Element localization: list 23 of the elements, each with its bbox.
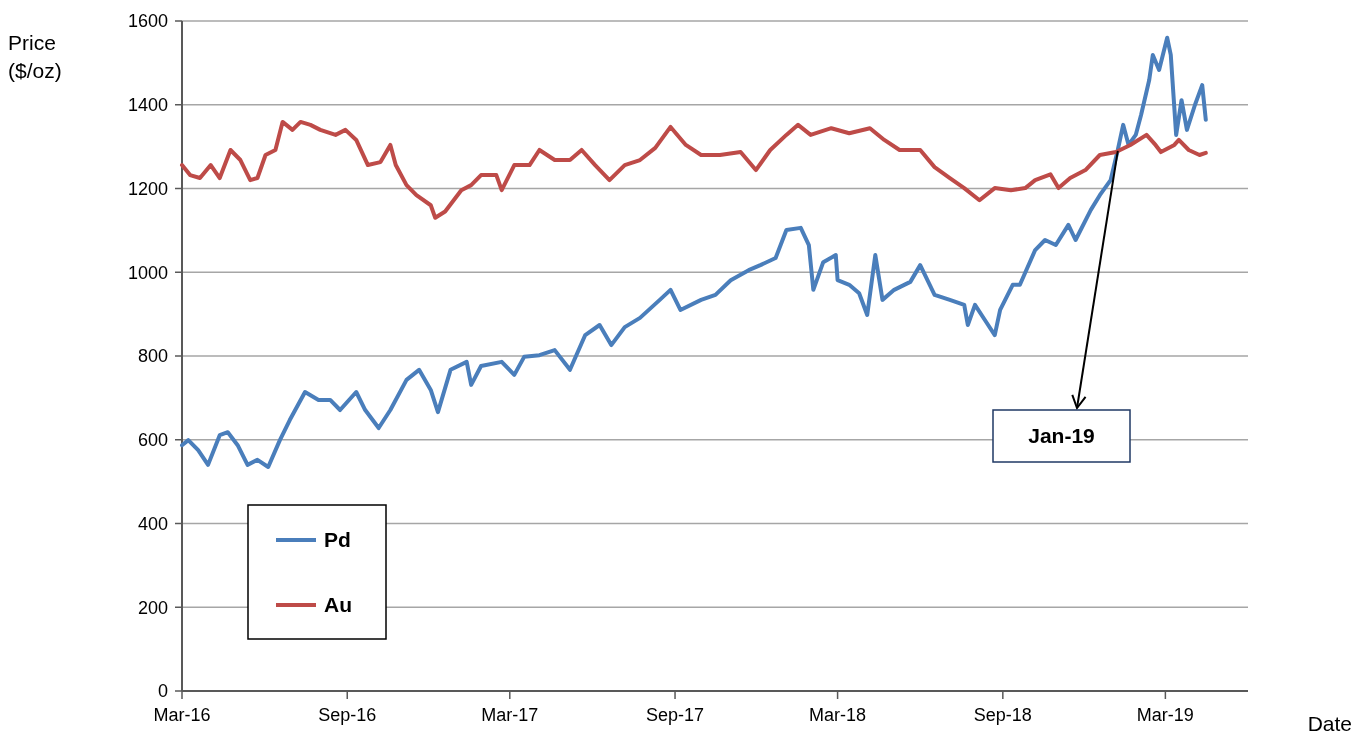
x-tick-label: Sep-18	[973, 705, 1032, 725]
x-tick-label: Mar-17	[481, 705, 539, 725]
x-tick-label: Sep-16	[318, 705, 377, 725]
x-tick-label: Mar-16	[153, 705, 211, 725]
y-tick-label: 600	[137, 430, 168, 451]
y-tick-label: 400	[137, 513, 168, 534]
y-tick-label: 1000	[127, 262, 168, 283]
y-tick-label: 800	[137, 346, 168, 367]
legend-label: Au	[324, 593, 352, 617]
y-tick-label: 1200	[127, 178, 168, 199]
annotation: Jan-19	[1028, 424, 1095, 448]
x-tick-label: Mar-19	[1136, 705, 1194, 725]
y-tick-label: 1400	[127, 95, 168, 116]
x-tick-label: Mar-18	[809, 705, 867, 725]
y-axis-title: Price ($/oz)	[8, 31, 62, 82]
y-tick-label: 200	[137, 597, 168, 618]
line-series	[180, 35, 1208, 469]
y-tick-label: 0	[157, 681, 168, 702]
x-axis-title: Date	[1307, 712, 1352, 735]
line-series	[180, 119, 1208, 220]
legend-label: Pd	[324, 528, 351, 552]
x-tick-label: Sep-17	[646, 705, 705, 725]
y-tick-label: 1600	[127, 11, 168, 32]
